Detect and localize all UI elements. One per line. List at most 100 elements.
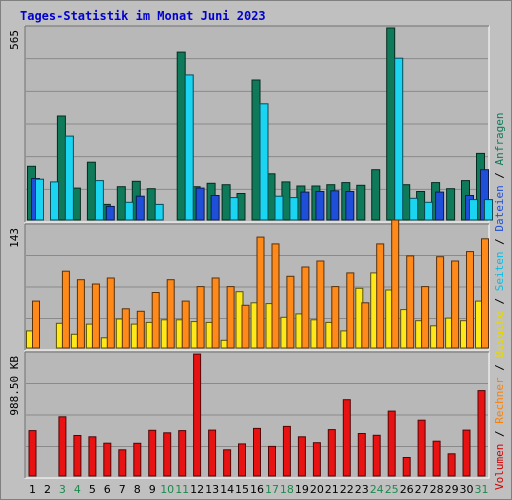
- x-tick-label-day-22: 22: [340, 483, 354, 496]
- bar-rechner-day-22: [346, 272, 355, 349]
- panels-group: 565 143 988.50 KB: [8, 25, 493, 479]
- bar-rechner-day-25: [391, 219, 400, 349]
- bar-rechner-day-17: [271, 243, 280, 349]
- bar-anfragen-day-29: [446, 188, 456, 221]
- bar-rechner-day-20: [316, 260, 325, 349]
- bar-volumen-day-13: [208, 429, 217, 477]
- bar-rechner-day-31: [481, 238, 489, 349]
- bar-volumen-day-26: [402, 457, 411, 477]
- x-tick-label-day-18: 18: [280, 483, 294, 496]
- bar-volumen-day-22: [342, 399, 351, 477]
- bar-dateien-day-12: [195, 187, 205, 221]
- x-tick-label-day-15: 15: [235, 483, 249, 496]
- bar-dateien-day-20: [315, 191, 325, 221]
- bar-anfragen-day-24: [371, 169, 381, 221]
- series-seiten: [35, 57, 493, 221]
- bar-seiten-day-26: [409, 197, 419, 221]
- bar-volumen-day-17: [268, 445, 276, 477]
- bar-rechner-day-6: [106, 277, 115, 349]
- panel-2: 143: [8, 219, 490, 351]
- legend-entry-dateien: Dateien: [493, 185, 506, 231]
- y-max-label: 143: [8, 228, 21, 248]
- x-tick-label-day-27: 27: [415, 483, 429, 496]
- bar-volumen-day-9: [148, 429, 157, 477]
- legend-separator: /: [493, 232, 506, 252]
- bar-rechner-day-28: [436, 256, 445, 349]
- bar-anfragen-day-14: [221, 184, 231, 221]
- x-tick-label-day-31: 31: [475, 483, 489, 496]
- x-tick-label-day-30: 30: [460, 483, 474, 496]
- bar-seiten-day-31: [484, 199, 493, 221]
- bar-rechner-day-15: [241, 304, 250, 349]
- panel-1: 565: [8, 25, 493, 223]
- x-tick-label-day-19: 19: [295, 483, 309, 496]
- legend-entry-rechner: Rechner: [493, 377, 506, 424]
- bar-volumen-day-12: [193, 353, 202, 477]
- bar-volumen-day-31: [477, 390, 486, 477]
- bar-volumen-day-3: [58, 416, 67, 477]
- bar-seiten-day-25: [394, 57, 404, 221]
- bar-dateien-day-19: [300, 191, 310, 221]
- bar-dateien-day-6: [105, 205, 115, 221]
- x-tick-label-day-16: 16: [250, 483, 264, 496]
- bar-rechner-day-23: [361, 302, 370, 349]
- bar-volumen-day-1: [28, 430, 37, 477]
- bar-rechner-day-5: [91, 283, 100, 349]
- right-legend: Volumen / Rechner / Besuche / Seiten / D…: [493, 112, 506, 490]
- legend-separator: /: [493, 358, 506, 378]
- x-tick-label-day-4: 4: [74, 483, 81, 496]
- bar-rechner-day-9: [151, 292, 160, 349]
- x-tick-label-day-6: 6: [104, 483, 111, 496]
- x-tick-label-day-25: 25: [385, 483, 399, 496]
- x-axis-labels: 1 2 3 4 5 6 7 8 9 10 11 12 13 14 15 16 17 18 19 20 21 22 23 24 2…: [29, 483, 489, 496]
- bar-dateien-day-13: [210, 195, 220, 221]
- x-tick-label-day-13: 13: [205, 483, 219, 496]
- bar-anfragen-day-23: [356, 184, 366, 221]
- bar-seiten-day-27: [424, 201, 434, 221]
- bar-volumen-day-30: [462, 429, 471, 477]
- x-tick-label-day-11: 11: [175, 483, 189, 496]
- bar-rechner-day-27: [421, 286, 430, 349]
- bar-seiten-day-5: [94, 180, 104, 221]
- x-tick-label-day-21: 21: [325, 483, 339, 496]
- legend-entry-besuche: Besuche: [493, 311, 506, 357]
- x-tick-label-day-24: 24: [370, 483, 384, 496]
- bar-volumen-day-24: [372, 434, 381, 477]
- legend-text: Volumen / Rechner / Besuche / Seiten / D…: [493, 112, 506, 490]
- bar-seiten-day-1: [35, 178, 44, 221]
- bar-rechner-day-21: [331, 286, 340, 349]
- bar-seiten-day-30: [469, 199, 478, 221]
- bar-anfragen-day-5: [86, 161, 96, 221]
- bar-rechner-day-24: [376, 243, 385, 349]
- x-tick-label-day-1: 1: [29, 483, 36, 496]
- x-tick-label-day-12: 12: [190, 483, 204, 496]
- bar-rechner-day-1: [32, 300, 40, 349]
- bar-rechner-day-3: [61, 270, 70, 349]
- bar-seiten-day-2: [50, 181, 59, 221]
- bar-rechner-day-30: [466, 251, 474, 349]
- bar-volumen-day-15: [238, 443, 246, 477]
- bar-anfragen-day-25: [386, 27, 396, 221]
- x-tick-label-day-10: 10: [160, 483, 174, 496]
- legend-separator: /: [493, 165, 506, 185]
- bar-rechner-day-13: [211, 277, 220, 349]
- bar-rechner-day-29: [451, 260, 460, 349]
- legend-entry-anfragen: Anfragen: [493, 112, 506, 165]
- legend-separator: /: [493, 291, 506, 311]
- x-tick-label-day-17: 17: [265, 483, 279, 496]
- y-max-label: 988.50 KB: [8, 356, 21, 416]
- bar-rechner-day-26: [406, 255, 415, 349]
- bar-seiten-day-17: [274, 195, 284, 221]
- bar-seiten-day-7: [124, 201, 134, 221]
- x-tick-label-day-23: 23: [355, 483, 369, 496]
- panel-3: 988.50 KB: [8, 351, 490, 479]
- bar-volumen-day-21: [327, 429, 336, 477]
- bar-rechner-day-19: [301, 266, 310, 349]
- bar-dateien-day-28: [435, 191, 445, 221]
- legend-entry-seiten: Seiten: [493, 252, 506, 292]
- bar-seiten-day-16: [259, 103, 269, 221]
- bar-volumen-day-14: [223, 449, 232, 477]
- x-tick-label-day-2: 2: [44, 483, 51, 496]
- x-tick-label-day-26: 26: [400, 483, 414, 496]
